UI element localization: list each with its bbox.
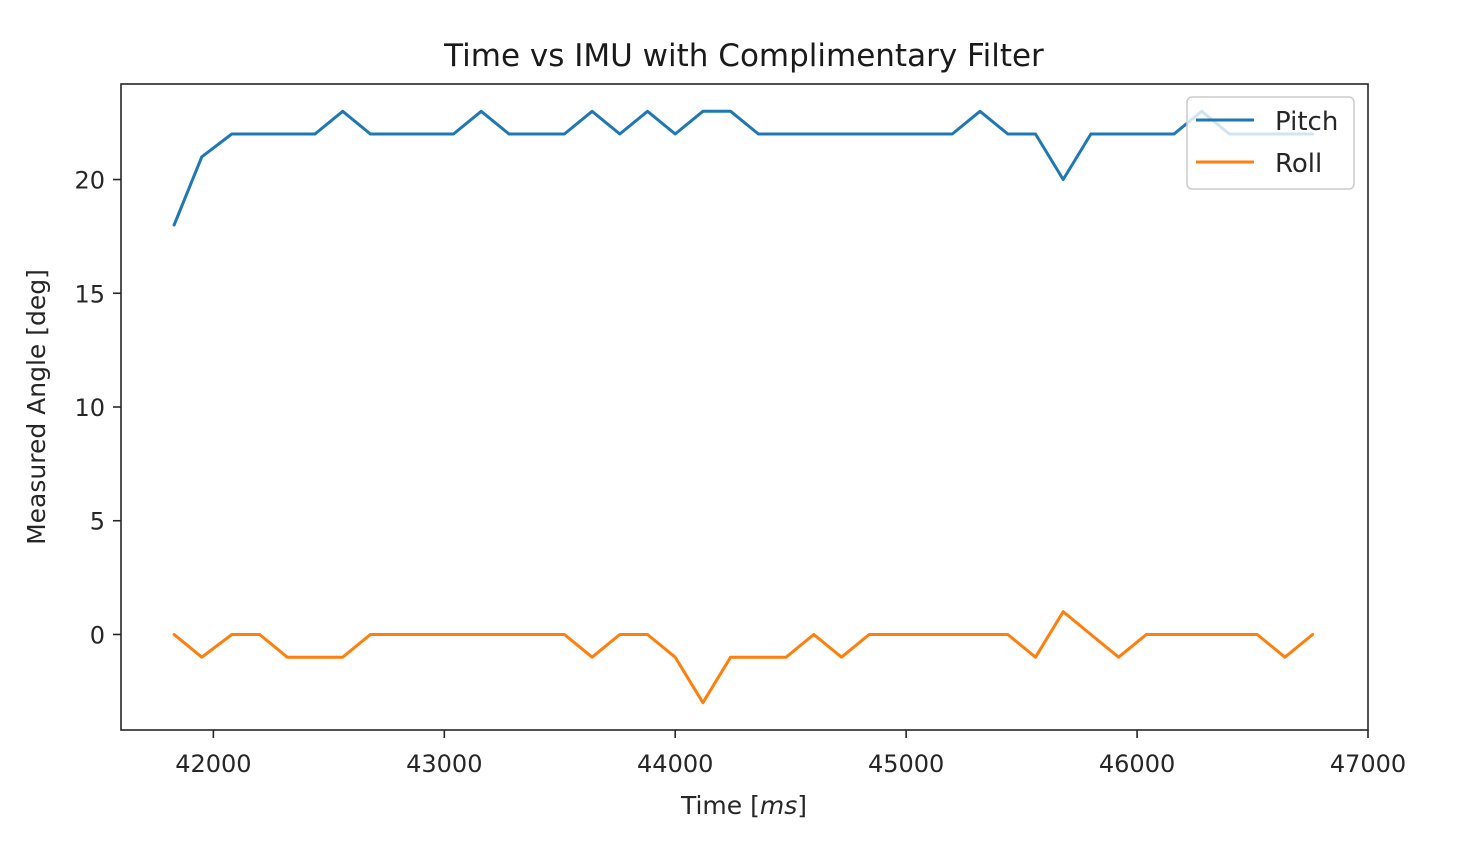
y-tick-label: 0 [90,621,105,649]
y-tick-label: 10 [74,394,105,422]
legend: Pitch Roll [1186,96,1355,190]
plot-area [120,83,1369,731]
y-tick-label: 15 [74,280,105,308]
series-line-pitch [172,109,1315,227]
x-tick-label: 42000 [175,750,251,778]
y-axis-ticks: 0 5 10 15 20 [74,167,121,649]
x-tick-label: 44000 [637,750,713,778]
legend-label-pitch: Pitch [1275,107,1338,137]
x-axis-ticks: 42000 43000 44000 45000 46000 47000 [175,730,1406,778]
y-axis-title: Measured Angle [deg] [22,269,51,545]
chart-title: Time vs IMU with Complimentary Filter [443,38,1044,74]
x-tick-label: 47000 [1330,750,1406,778]
x-axis-title: Time [ms] [680,791,807,820]
y-tick-label: 5 [90,508,105,536]
x-tick-label: 46000 [1099,750,1175,778]
series-layer [172,109,1315,705]
y-tick-label: 20 [74,167,105,195]
x-axis-title-unit: ms [760,791,797,820]
series-line-roll [172,610,1315,705]
legend-label-roll: Roll [1275,149,1322,179]
x-axis-title-prefix: Time [ [680,791,760,820]
x-tick-label: 45000 [868,750,944,778]
x-tick-label: 43000 [406,750,482,778]
x-axis-title-suffix: ] [797,791,807,820]
